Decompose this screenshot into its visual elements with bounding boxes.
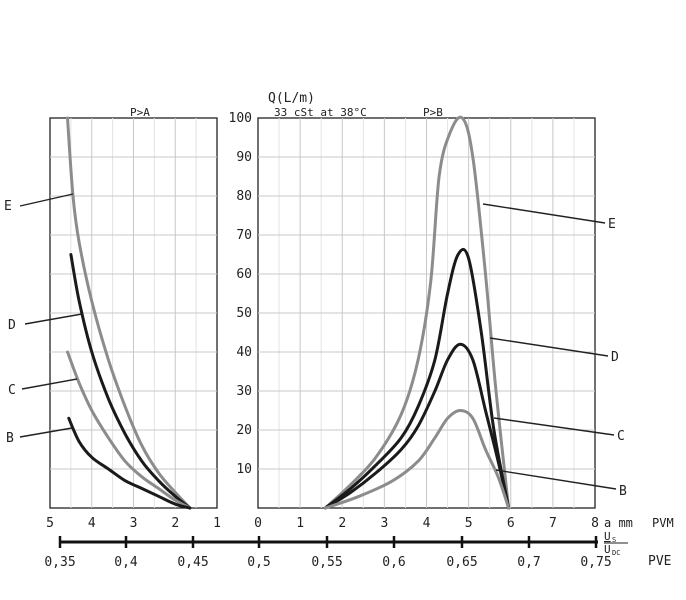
ratio-numerator-sub: S — [612, 536, 616, 544]
y-tick-label: 40 — [236, 345, 252, 360]
left-curve-E — [66, 116, 192, 510]
left-leader-C — [21, 378, 78, 390]
left-leader-B — [19, 427, 73, 438]
right-curve-B — [323, 409, 511, 510]
pve-tick-label: 0,65 — [446, 555, 477, 570]
right-x-tick-label: 0 — [254, 516, 262, 531]
ratio-denominator-sub: DC — [612, 549, 620, 557]
left-series-label-E: E — [4, 199, 12, 214]
pve-tick-label: 0,45 — [177, 555, 208, 570]
right-x-tick-label: 2 — [338, 516, 346, 531]
pve-tick-label: 0,4 — [114, 555, 138, 570]
series-labels: E D C B E D C B — [4, 193, 627, 499]
right-x-tick-label: 6 — [507, 516, 515, 531]
y-axis-title: Q(L/m) — [268, 91, 315, 106]
pve-tick-label: 0,7 — [517, 555, 540, 570]
x-unit-label: a mm — [604, 516, 633, 530]
left-series-label-C: C — [8, 383, 16, 398]
pve-tick-label: 0,5 — [247, 555, 270, 570]
right-x-tick-label: 4 — [423, 516, 431, 531]
left-x-tick-label: 3 — [130, 516, 138, 531]
pve-tick-label: 0,6 — [382, 555, 405, 570]
right-series-label-E: E — [608, 217, 616, 232]
left-curve-C — [66, 350, 192, 510]
y-tick-label: 100 — [229, 111, 252, 126]
left-x-tick-label: 5 — [46, 516, 54, 531]
y-tick-label: 60 — [236, 267, 252, 282]
right-curve-E — [323, 115, 511, 510]
y-tick-label: 70 — [236, 228, 252, 243]
condition-label: 33 cSt at 38°C — [274, 106, 367, 119]
right-x-tick-label: 5 — [465, 516, 473, 531]
right-leader-D — [489, 337, 609, 357]
right-series-label-B: B — [619, 484, 627, 499]
pve-ratio-label: U S U DC — [604, 530, 628, 557]
ratio-denominator: U — [604, 543, 611, 556]
pve-label: PVE — [648, 554, 671, 569]
ratio-numerator: U — [604, 530, 611, 543]
right-leader-B — [495, 469, 617, 490]
y-tick-label: 90 — [236, 150, 252, 165]
left-leader-D — [24, 313, 83, 325]
left-curve-B — [67, 416, 192, 510]
left-leader-E — [19, 193, 74, 207]
left-x-tick-label: 4 — [88, 516, 96, 531]
left-x-tick-label: 1 — [213, 516, 221, 531]
right-panel-title: P>B — [423, 106, 443, 119]
right-leader-E — [482, 203, 606, 224]
y-tick-label: 20 — [236, 423, 252, 438]
curves — [66, 115, 511, 510]
left-panel-title: P>A — [130, 106, 150, 119]
pve-tick-label: 0,35 — [44, 555, 75, 570]
left-curve-D — [69, 253, 192, 510]
right-leader-C — [493, 417, 615, 436]
left-series-label-D: D — [8, 318, 16, 333]
right-series-label-C: C — [617, 429, 625, 444]
pve-tick-label: 0,75 — [580, 555, 611, 570]
right-x-tick-label: 8 — [591, 516, 599, 531]
y-tick-label: 80 — [236, 189, 252, 204]
pve-tick-label: 0,55 — [311, 555, 342, 570]
right-x-tick-label: 1 — [296, 516, 304, 531]
right-x-tick-label: 7 — [549, 516, 557, 531]
left-series-label-B: B — [6, 431, 14, 446]
right-series-label-D: D — [611, 350, 619, 365]
pve-scale: 0,35 0,4 0,45 0,5 0,55 0,6 0,65 0,7 0,75 — [44, 536, 612, 570]
y-tick-label: 10 — [236, 462, 252, 477]
right-x-tick-label: 3 — [380, 516, 388, 531]
right-curve-C — [323, 342, 511, 510]
left-x-tick-label: 2 — [171, 516, 179, 531]
pvm-label: PVM — [652, 516, 674, 530]
right-curve-D — [323, 247, 511, 510]
y-tick-label: 30 — [236, 384, 252, 399]
y-tick-label: 50 — [236, 306, 252, 321]
